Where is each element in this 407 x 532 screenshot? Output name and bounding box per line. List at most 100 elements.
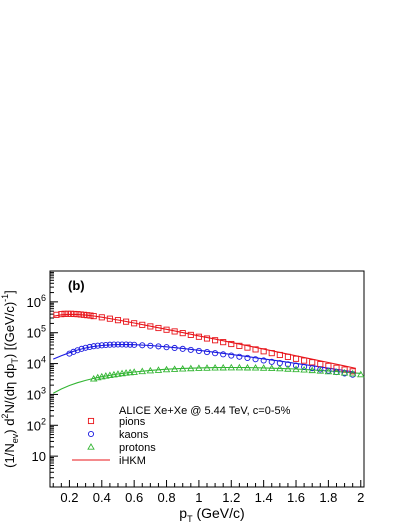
kaons-marker xyxy=(90,343,97,350)
pions-marker xyxy=(171,328,178,335)
pions-marker xyxy=(155,324,162,332)
y-tick-label: 10 xyxy=(32,449,46,464)
protons-marker xyxy=(187,364,195,372)
kaons-marker xyxy=(195,347,202,354)
protons-marker xyxy=(126,368,134,376)
protons-marker xyxy=(227,363,236,371)
protons-marker xyxy=(332,368,341,375)
legend-label-iHKM: iHKM xyxy=(119,455,146,467)
pions-marker xyxy=(317,361,324,368)
legend-marker-protons xyxy=(87,443,95,450)
protons-marker xyxy=(251,363,260,371)
kaons-marker xyxy=(110,341,117,348)
pions-marker xyxy=(90,313,97,320)
y-tick-label: 102 xyxy=(27,416,46,433)
kaons-marker xyxy=(252,356,259,363)
kaons-marker xyxy=(203,349,211,356)
pions-marker xyxy=(276,351,283,359)
y-axis-ticks: 10 102 103 104 105 106 xyxy=(27,270,58,488)
pions-marker xyxy=(87,312,94,319)
protons-marker xyxy=(98,372,106,380)
protons-marker xyxy=(292,365,300,373)
protons-marker xyxy=(308,366,316,374)
kaons-marker xyxy=(220,351,227,358)
protons-marker xyxy=(130,368,138,375)
y-tick-label: 104 xyxy=(27,355,46,372)
pions-marker xyxy=(228,340,235,348)
protons-marker xyxy=(178,364,187,372)
x-tick-label: 0.4 xyxy=(93,490,111,505)
curve-iHKM xyxy=(53,313,357,369)
pions-marker xyxy=(341,366,348,373)
y-tick-label: 103 xyxy=(27,385,46,402)
data-markers xyxy=(53,310,365,382)
x-tick-label: 0.2 xyxy=(60,490,78,505)
kaons-marker xyxy=(106,341,113,348)
kaons-marker xyxy=(244,354,251,362)
x-axis-label: pT (GeV/c) xyxy=(179,505,244,524)
pions-marker xyxy=(61,310,68,317)
pions-marker xyxy=(58,311,65,318)
x-tick-label: 1 xyxy=(195,490,202,505)
protons-marker xyxy=(118,369,126,377)
protons-marker xyxy=(162,365,171,373)
pions-marker xyxy=(67,310,75,317)
y-tick-label: 105 xyxy=(27,324,46,341)
pions-marker xyxy=(98,314,105,321)
pions-marker xyxy=(252,346,259,353)
protons-marker xyxy=(356,370,365,378)
pions-marker xyxy=(268,350,275,357)
pions-marker xyxy=(195,333,202,340)
pions-marker xyxy=(349,368,356,375)
kaons-marker xyxy=(155,343,162,350)
x-tick-label: 1.4 xyxy=(255,490,273,505)
kaons-marker xyxy=(260,357,267,364)
protons-marker xyxy=(170,365,179,372)
protons-marker xyxy=(106,371,114,379)
kaons-marker xyxy=(268,358,275,365)
kaons-marker xyxy=(118,341,126,348)
protons-marker xyxy=(324,367,333,375)
x-tick-label: 1.6 xyxy=(287,490,305,505)
kaons-marker xyxy=(341,370,348,377)
model-curves xyxy=(52,313,361,394)
kaons-marker xyxy=(78,345,85,352)
pions-marker xyxy=(333,364,340,371)
protons-marker xyxy=(259,364,268,371)
kaons-marker xyxy=(102,341,109,349)
kaons-marker xyxy=(131,341,138,348)
pions-marker xyxy=(212,337,219,344)
protons-marker xyxy=(114,370,122,377)
legend-marker-pions xyxy=(87,417,95,425)
pions-marker xyxy=(187,331,194,338)
x-tick-label: 2 xyxy=(357,490,364,505)
kaons-marker xyxy=(98,342,105,349)
legend-title: ALICE Xe+Xe @ 5.44 TeV, c=0-5% xyxy=(119,405,291,417)
x-tick-label: 1.2 xyxy=(222,490,240,505)
kaons-marker xyxy=(82,344,89,351)
kaons-marker xyxy=(212,350,219,357)
x-tick-label: 0.8 xyxy=(157,490,175,505)
protons-marker xyxy=(340,368,349,376)
kaons-marker xyxy=(309,365,316,372)
protons-marker xyxy=(110,370,118,378)
pions-marker xyxy=(84,312,91,319)
kaons-marker xyxy=(171,344,178,352)
plot-frame xyxy=(49,270,365,488)
legend: ALICE Xe+Xe @ 5.44 TeV, c=0-5% pionskaon… xyxy=(72,405,291,467)
protons-marker xyxy=(300,365,308,373)
pions-marker xyxy=(220,339,227,346)
pions-marker xyxy=(244,344,251,351)
pions-marker xyxy=(179,330,186,337)
kaons-marker xyxy=(94,342,101,349)
kaons-marker xyxy=(301,363,308,370)
kaons-marker xyxy=(123,341,130,348)
protons-marker xyxy=(219,363,227,371)
pions-marker xyxy=(163,326,170,333)
protons-marker xyxy=(195,364,203,371)
protons-marker xyxy=(243,363,252,371)
protons-marker xyxy=(203,364,211,371)
